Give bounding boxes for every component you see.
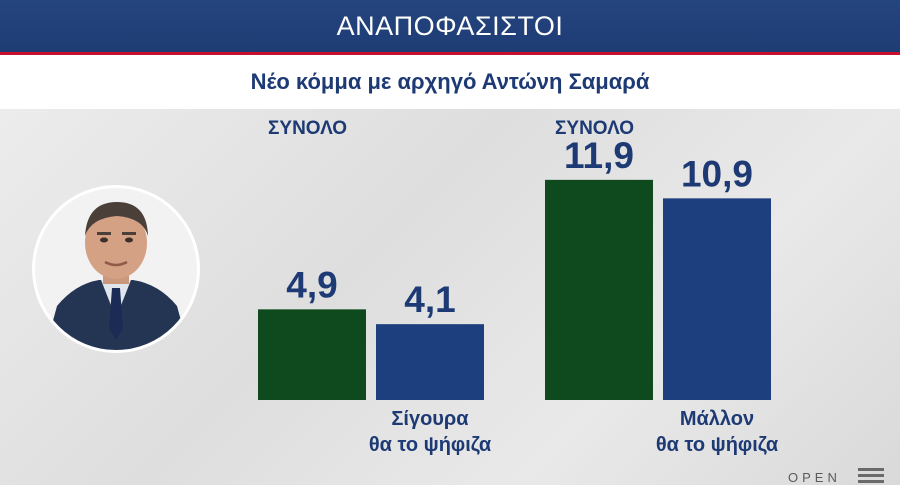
subheader-bar <box>0 55 900 109</box>
category-label: Σίγουρα <box>391 408 469 430</box>
bar <box>376 324 484 400</box>
group-label: ΣΥΝΟΛΟ <box>268 118 347 139</box>
category-label: θα το ψήφιζα <box>656 434 779 456</box>
politician-photo <box>35 188 197 350</box>
portrait-illustration <box>35 188 197 350</box>
header-divider <box>0 52 900 55</box>
category-label: Μάλλον <box>680 408 754 430</box>
subheader-title: Νέο κόμμα με αρχηγό Αντώνη Σαμαρά <box>250 69 650 94</box>
value-label: 11,9 <box>564 135 634 176</box>
header-bar <box>0 0 900 52</box>
category-label: θα το ψήφιζα <box>369 434 492 456</box>
value-label: 4,1 <box>404 279 455 320</box>
channel-logo-icon <box>858 468 884 485</box>
header-title: ΑΝΑΠΟΦΑΣΙΣΤΟΙ <box>336 11 564 41</box>
value-label: 4,9 <box>286 264 337 305</box>
bar <box>663 198 771 400</box>
value-label: 10,9 <box>681 153 753 194</box>
bar <box>258 309 366 400</box>
bar <box>545 179 653 400</box>
group-label: ΣΥΝΟΛΟ <box>555 118 634 139</box>
channel-logo-text: OPEN <box>788 470 841 485</box>
